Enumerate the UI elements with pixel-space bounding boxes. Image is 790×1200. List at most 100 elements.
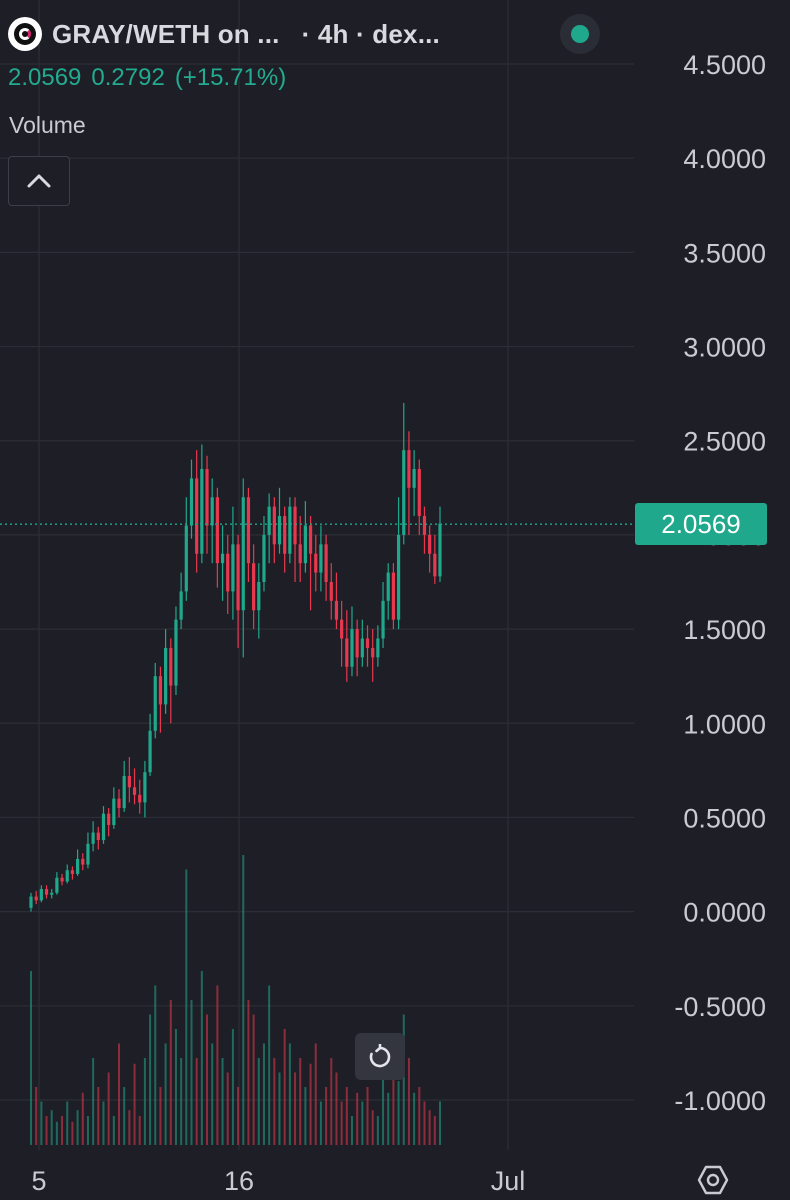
volume-bar — [112, 1116, 115, 1145]
gecko-logo-icon — [8, 17, 42, 51]
volume-bar — [247, 1000, 250, 1145]
candle — [132, 768, 137, 805]
candle — [210, 478, 214, 564]
volume-bar — [231, 1029, 234, 1145]
y-tick-label: 3.0000 — [683, 333, 766, 363]
volume-bar — [102, 1101, 105, 1145]
candle — [189, 459, 194, 539]
volume-bar — [350, 1116, 353, 1145]
chart-settings-button[interactable] — [696, 1163, 730, 1197]
candle — [55, 872, 59, 895]
candle — [231, 506, 235, 620]
price-change-percent: (+15.71%) — [174, 64, 287, 91]
candle — [184, 497, 188, 601]
candle — [158, 666, 163, 733]
volume-bar — [97, 1087, 100, 1145]
volume-indicator-label[interactable]: Volume — [9, 112, 86, 138]
y-tick-label: 3.5000 — [683, 238, 766, 268]
volume-bar — [35, 1087, 38, 1145]
volume-bar — [45, 1116, 48, 1145]
candle — [246, 487, 251, 582]
volume-bar — [376, 1116, 379, 1145]
candle — [195, 450, 199, 573]
volume-bar — [418, 1087, 421, 1145]
settings-hexagon-icon — [697, 1165, 729, 1195]
candle — [277, 487, 282, 554]
candle — [127, 757, 131, 803]
x-tick-label: Jul — [491, 1166, 526, 1196]
candle — [252, 544, 256, 630]
collapse-indicators-button[interactable] — [8, 156, 70, 206]
y-tick-label: 0.5000 — [683, 803, 766, 833]
candle — [417, 459, 421, 535]
pair-title[interactable]: GRAY/WETH on ... · 4h · dex... — [52, 19, 440, 50]
chart-header: GRAY/WETH on ... · 4h · dex... — [8, 14, 608, 54]
candle — [262, 516, 266, 592]
volume-bar — [76, 1110, 79, 1145]
volume-bar — [242, 855, 245, 1145]
candle — [345, 610, 349, 682]
volume-bar — [356, 1092, 359, 1145]
volume-bar — [413, 1092, 416, 1145]
volume-bar — [61, 1116, 64, 1145]
candle — [143, 760, 147, 818]
volume-bar — [257, 1058, 260, 1145]
candle — [164, 629, 168, 714]
candle — [96, 826, 100, 850]
candle — [200, 444, 204, 564]
volume-bar — [71, 1121, 74, 1145]
candle — [303, 501, 307, 573]
volume-bar — [237, 1087, 240, 1145]
candle — [350, 606, 354, 677]
volume-bar — [294, 1072, 297, 1145]
volume-bar — [304, 1087, 307, 1145]
volume-bar — [382, 1072, 385, 1145]
candle — [376, 625, 380, 667]
candle — [412, 450, 416, 517]
volume-bar — [185, 869, 188, 1145]
y-tick-label: 4.5000 — [683, 50, 766, 80]
candle — [360, 619, 364, 667]
volume-bar — [371, 1110, 374, 1145]
current-price: 2.0569 — [8, 64, 82, 91]
reset-icon — [369, 1043, 391, 1067]
volume-bar — [211, 1043, 214, 1145]
candle — [65, 864, 69, 884]
volume-bar — [309, 1063, 312, 1145]
volume-bar — [428, 1110, 431, 1145]
x-tick-label: 5 — [31, 1166, 46, 1196]
volume-bar — [319, 1101, 322, 1145]
candle — [112, 787, 116, 829]
volume-bar — [159, 1087, 162, 1145]
candle — [34, 890, 38, 905]
volume-bar — [81, 1092, 84, 1145]
candle — [60, 873, 64, 886]
volume-bar — [262, 1043, 265, 1145]
volume-bar — [340, 1101, 343, 1145]
volume-bar — [128, 1110, 131, 1145]
volume-bar — [361, 1101, 364, 1145]
volume-bar — [325, 1087, 328, 1145]
chevron-up-icon — [27, 174, 51, 188]
volume-bar — [299, 1058, 302, 1145]
y-tick-label: -0.5000 — [674, 992, 766, 1022]
volume-bar — [283, 1029, 286, 1145]
candle — [340, 600, 344, 667]
volume-bar — [252, 1014, 255, 1145]
candle — [407, 431, 411, 535]
candle — [386, 563, 390, 620]
interval-source: · 4h · dex... — [301, 18, 440, 49]
volume-bar — [433, 1116, 436, 1145]
candle — [86, 832, 90, 869]
volume-bar — [154, 985, 157, 1145]
volume-bar — [221, 1058, 224, 1145]
volume-bar — [268, 985, 271, 1145]
volume-bar — [118, 1043, 121, 1145]
last-price-tag: 2.0569 — [635, 503, 767, 545]
candle — [391, 563, 396, 630]
candle — [91, 821, 95, 852]
volume-bar — [206, 1014, 209, 1145]
reset-chart-button[interactable] — [355, 1033, 405, 1080]
candle — [428, 525, 432, 573]
